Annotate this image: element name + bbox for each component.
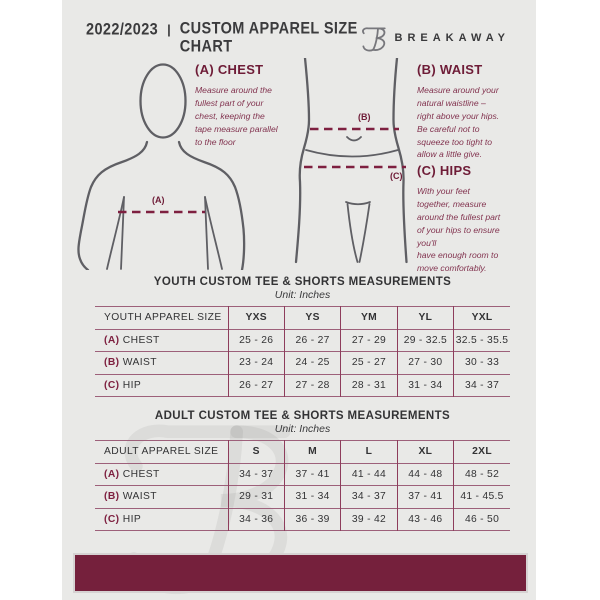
- hips-line-label: (C): [390, 171, 403, 181]
- size-cell: 36 - 39: [283, 508, 341, 531]
- season-year: 2022/2023: [86, 21, 159, 39]
- youth-table-section: YOUTH CUSTOM TEE & SHORTS MEASUREMENTS U…: [95, 276, 510, 397]
- size-column-header: YM: [340, 306, 398, 329]
- adult-table-title: ADULT CUSTOM TEE & SHORTS MEASUREMENTS: [154, 410, 451, 422]
- table-row: (A) CHEST 34 - 37 37 - 41 41 - 44 44 - 4…: [95, 463, 510, 486]
- adult-table-unit: Unit: Inches: [274, 423, 331, 435]
- size-cell: 37 - 41: [283, 463, 341, 486]
- table-row: (B) WAIST 23 - 24 24 - 25 25 - 27 27 - 3…: [95, 351, 510, 374]
- youth-table-unit: Unit: Inches: [274, 289, 331, 301]
- lower-body-diagram: [294, 58, 408, 264]
- size-cell: 44 - 48: [396, 463, 454, 486]
- youth-size-label: YOUTH APPAREL SIZE: [104, 312, 222, 324]
- instruction-chest-text: Measure around the fullest part of your …: [195, 85, 278, 147]
- row-prefix: (B): [104, 491, 120, 503]
- size-cell: 32.5 - 35.5: [453, 329, 510, 352]
- adult-header-row: ADULT APPAREL SIZE S M L XL 2XL: [95, 440, 510, 463]
- size-cell: 48 - 52: [453, 463, 510, 486]
- adult-size-label: ADULT APPAREL SIZE: [104, 446, 219, 458]
- breakaway-b-logo-icon: [361, 26, 386, 51]
- size-column-header: YXS: [227, 306, 285, 329]
- size-cell: 27 - 30: [396, 351, 454, 374]
- size-cell: 26 - 27: [227, 374, 285, 397]
- row-prefix: (B): [104, 357, 120, 369]
- size-column-header: YXL: [453, 306, 510, 329]
- page-title: 2022/2023 | CUSTOM APPAREL SIZE CHART: [86, 20, 360, 56]
- instruction-hips-title: (C) HIPS: [417, 163, 472, 178]
- size-cell: 34 - 36: [227, 508, 285, 531]
- row-label: (A) CHEST: [104, 468, 160, 480]
- row-prefix: (C): [104, 513, 120, 525]
- size-cell: 25 - 27: [340, 351, 398, 374]
- waist-line-label: (B): [358, 112, 371, 122]
- row-prefix: (A): [104, 334, 120, 346]
- row-label: (A) CHEST: [104, 334, 160, 346]
- adult-size-table: ADULT APPAREL SIZE S M L XL 2XL (A) CHES…: [95, 440, 510, 531]
- table-row: (B) WAIST 29 - 31 31 - 34 34 - 37 37 - 4…: [95, 485, 510, 508]
- row-label: (B) WAIST: [104, 491, 157, 503]
- table-row: (A) CHEST 25 - 26 26 - 27 27 - 29 29 - 3…: [95, 329, 510, 352]
- size-chart-page: 2022/2023 | CUSTOM APPAREL SIZE CHART BR…: [62, 0, 536, 600]
- row-label: (C) HIP: [104, 513, 142, 525]
- size-column-header: S: [227, 440, 285, 463]
- size-cell: 23 - 24: [227, 351, 285, 374]
- size-cell: 30 - 33: [453, 351, 510, 374]
- size-cell: 34 - 37: [340, 485, 398, 508]
- chest-line-label: (A): [152, 195, 165, 205]
- size-column-header: L: [340, 440, 398, 463]
- brand-block: BREAKAWAY: [360, 25, 511, 52]
- row-label: (B) WAIST: [104, 357, 157, 369]
- youth-header-row: YOUTH APPAREL SIZE YXS YS YM YL YXL: [95, 306, 510, 329]
- torso-diagram: [77, 63, 246, 270]
- table-row: (C) HIP 26 - 27 27 - 28 28 - 31 31 - 34 …: [95, 374, 510, 397]
- instruction-chest: (A) CHEST Measure around the fullest par…: [195, 62, 315, 148]
- size-cell: 29 - 31: [227, 485, 285, 508]
- size-cell: 34 - 37: [453, 374, 510, 397]
- size-cell: 34 - 37: [227, 463, 285, 486]
- size-cell: 27 - 29: [340, 329, 398, 352]
- instruction-chest-title: (A) CHEST: [195, 62, 264, 77]
- size-column-header: M: [283, 440, 341, 463]
- size-cell: 28 - 31: [340, 374, 398, 397]
- size-column-header: YL: [396, 306, 454, 329]
- brand-name: BREAKAWAY: [394, 32, 510, 44]
- size-column-header: YS: [283, 306, 341, 329]
- size-cell: 26 - 27: [283, 329, 341, 352]
- size-cell: 41 - 44: [340, 463, 398, 486]
- size-cell: 24 - 25: [283, 351, 341, 374]
- row-label: (C) HIP: [104, 379, 142, 391]
- row-prefix: (A): [104, 468, 120, 480]
- title-divider: |: [167, 22, 171, 37]
- size-cell: 31 - 34: [396, 374, 454, 397]
- instruction-waist: (B) WAIST Measure around your natural wa…: [417, 62, 532, 161]
- size-cell: 43 - 46: [396, 508, 454, 531]
- chart-title: CUSTOM APPAREL SIZE CHART: [179, 20, 358, 56]
- youth-table-title: YOUTH CUSTOM TEE & SHORTS MEASUREMENTS: [153, 276, 452, 288]
- row-prefix: (C): [104, 379, 120, 391]
- size-cell: 39 - 42: [340, 508, 398, 531]
- table-row: (C) HIP 34 - 36 36 - 39 39 - 42 43 - 46 …: [95, 508, 510, 531]
- size-column-header: 2XL: [453, 440, 510, 463]
- instruction-hips: (C) HIPS With your feet together, measur…: [417, 163, 537, 275]
- size-column-header: XL: [396, 440, 454, 463]
- size-cell: 46 - 50: [453, 508, 510, 531]
- instruction-waist-text: Measure around your natural waistline – …: [417, 85, 500, 160]
- size-cell: 29 - 32.5: [396, 329, 454, 352]
- footer-bar: [73, 553, 528, 593]
- size-cell: 37 - 41: [396, 485, 454, 508]
- size-cell: 27 - 28: [283, 374, 341, 397]
- size-cell: 25 - 26: [227, 329, 285, 352]
- youth-size-table: YOUTH APPAREL SIZE YXS YS YM YL YXL (A) …: [95, 306, 510, 397]
- size-cell: 41 - 45.5: [453, 485, 510, 508]
- instruction-waist-title: (B) WAIST: [417, 62, 483, 77]
- header: 2022/2023 | CUSTOM APPAREL SIZE CHART BR…: [62, 20, 536, 56]
- size-cell: 31 - 34: [283, 485, 341, 508]
- adult-table-section: ADULT CUSTOM TEE & SHORTS MEASUREMENTS U…: [95, 410, 510, 531]
- instruction-hips-text: With your feet together, measure around …: [417, 186, 501, 274]
